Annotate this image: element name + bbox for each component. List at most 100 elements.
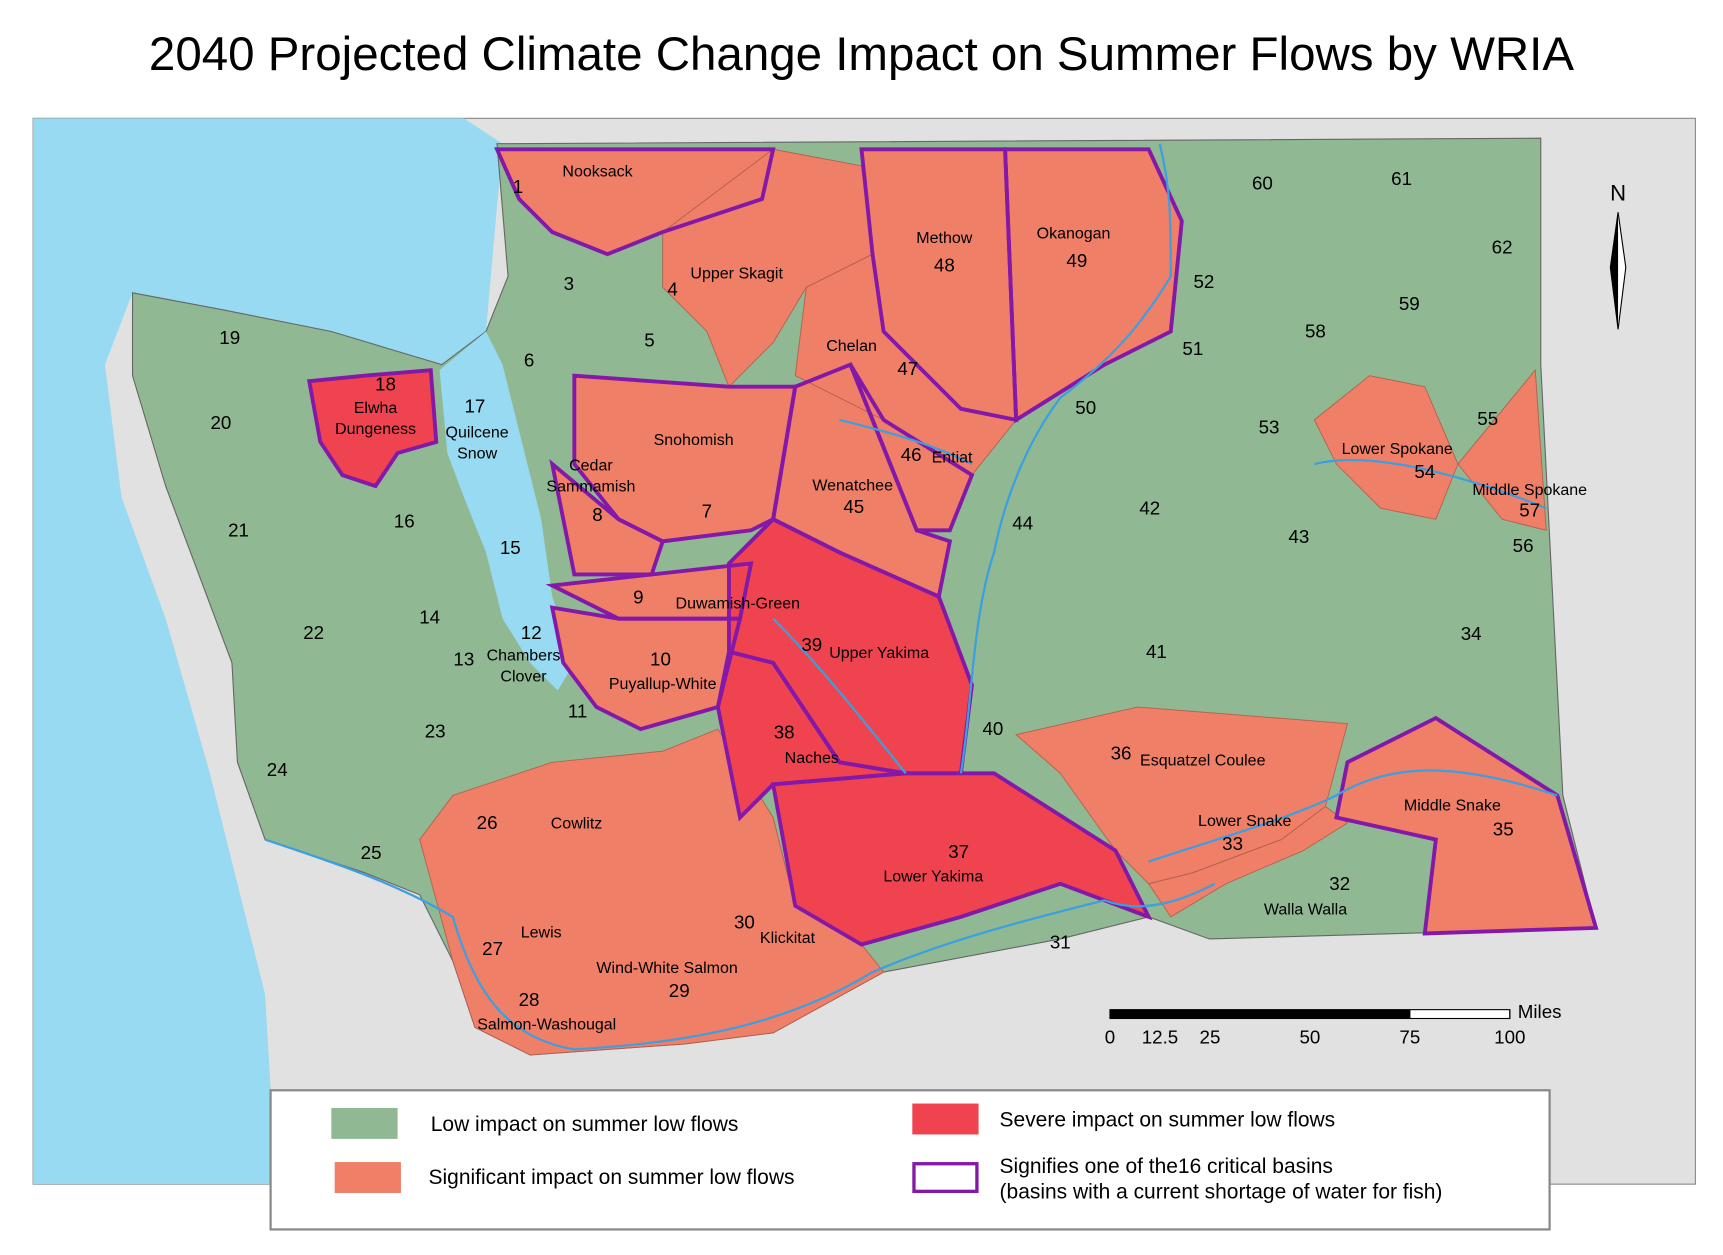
wria-number: 39	[801, 634, 822, 655]
wria-name: Chambers	[487, 647, 561, 664]
wria-number: 53	[1259, 417, 1280, 438]
critical-basin-outline	[494, 147, 776, 257]
river	[772, 617, 907, 774]
critical-basin-outline	[572, 373, 798, 544]
wria-number: 28	[519, 989, 540, 1010]
wria-name: Duwamish-Green	[676, 596, 800, 613]
wria-name: Chelan	[826, 338, 877, 355]
wria-number: 56	[1513, 535, 1534, 556]
wria-name: Lower Yakima	[883, 868, 983, 885]
wria-number: 41	[1146, 641, 1167, 662]
critical-basin-outline	[549, 605, 743, 732]
wria-name: Lower Snake	[1198, 813, 1291, 830]
wria-number: 33	[1222, 833, 1243, 854]
wria-number: 38	[774, 721, 795, 742]
wria-area	[1313, 375, 1459, 520]
scale-bar: 0 12.5 25 50 75 100 Miles	[1105, 1001, 1562, 1047]
wria-number: 21	[228, 519, 249, 540]
wria-number: 48	[934, 254, 955, 275]
wria-name: Upper Yakima	[829, 645, 929, 662]
ocean	[33, 118, 503, 1185]
wria-number: 36	[1111, 742, 1132, 763]
wria-name: Sammamish	[546, 478, 635, 495]
wria-number: 3	[564, 273, 574, 294]
scale-tick-label: 12.5	[1142, 1026, 1179, 1047]
critical-basin-outline	[1003, 147, 1184, 424]
wria-number: 15	[500, 537, 521, 558]
wria-name: Lower Spokane	[1342, 441, 1453, 458]
wria-number: 54	[1414, 461, 1435, 482]
puget-sound	[439, 331, 575, 691]
wria-number: 59	[1399, 293, 1420, 314]
wria-number: 32	[1329, 873, 1350, 894]
wria-number: 25	[361, 842, 382, 863]
north-arrow-half	[1610, 212, 1619, 330]
scale-tick-label: 0	[1105, 1026, 1115, 1047]
wria-name: Snohomish	[654, 432, 734, 449]
wria-number: 60	[1252, 173, 1273, 194]
wria-number: 22	[303, 622, 324, 643]
rivers	[264, 143, 1558, 1051]
wria-name: Nooksack	[562, 164, 633, 181]
wria-number: 58	[1305, 321, 1326, 342]
wria-number: 26	[477, 812, 498, 833]
wria-number: 31	[1050, 931, 1071, 952]
wria-number: 44	[1012, 513, 1033, 534]
wria-number: 49	[1066, 250, 1087, 271]
wria-number: 7	[702, 501, 712, 522]
wria-number: 18	[375, 374, 396, 395]
wria-number: 30	[734, 911, 755, 932]
legend-swatch	[912, 1162, 979, 1193]
river	[264, 838, 1216, 1051]
wria-name: Elwha	[354, 400, 398, 417]
wria-area	[1457, 369, 1547, 531]
wria-number: 47	[897, 358, 918, 379]
wria-number: 46	[901, 444, 922, 465]
wria-number: 42	[1139, 497, 1160, 518]
legend-label: Significant impact on summer low flows	[429, 1166, 795, 1189]
critical-basin-outline	[545, 561, 754, 621]
critical-basin-outline	[848, 363, 975, 533]
scale-segment	[1309, 1009, 1410, 1019]
wria-name: Quilcene	[446, 424, 509, 441]
wria-name: Lewis	[521, 925, 562, 942]
wria-name: Puyallup-White	[609, 676, 717, 693]
wria-number: 13	[453, 649, 474, 670]
wria-name: Wind-White Salmon	[596, 960, 737, 977]
wria-number: 4	[667, 279, 677, 300]
wria-number: 14	[419, 607, 440, 628]
wria-number: 19	[219, 327, 240, 348]
legend-swatch	[912, 1103, 979, 1135]
wria-number: 43	[1288, 526, 1309, 547]
wria-number: 55	[1477, 408, 1498, 429]
critical-basin-outline	[306, 368, 439, 489]
wria-number: 62	[1492, 237, 1513, 258]
legend-swatch	[334, 1162, 401, 1193]
wria-number: 16	[394, 511, 415, 532]
wria-name: Salmon-Washougal	[477, 1016, 616, 1033]
wria-number: 8	[592, 504, 602, 525]
wria-name: Entiat	[932, 450, 973, 467]
wria-name: Klickitat	[760, 930, 816, 947]
wria-number: 35	[1493, 819, 1514, 840]
scale-tick-label: 25	[1200, 1026, 1221, 1047]
scale-tick-label: 50	[1299, 1026, 1320, 1047]
wria-number: 27	[482, 938, 503, 959]
legend-label: Signifies one of the16 critical basins	[1000, 1155, 1333, 1178]
wria-name: Naches	[785, 750, 839, 767]
wria-number: 61	[1391, 168, 1412, 189]
scale-unit: Miles	[1518, 1001, 1562, 1022]
wria-number: 29	[669, 980, 690, 1001]
wria-number: 17	[464, 396, 485, 417]
river	[839, 418, 973, 466]
wria-name: Walla Walla	[1264, 901, 1347, 918]
north-arrow: N	[1609, 180, 1627, 330]
wria-number: 50	[1075, 397, 1096, 418]
wria-number: 45	[843, 496, 864, 517]
wria-name: Snow	[457, 445, 497, 462]
river	[1314, 458, 1547, 510]
wria-number: 24	[267, 759, 288, 780]
